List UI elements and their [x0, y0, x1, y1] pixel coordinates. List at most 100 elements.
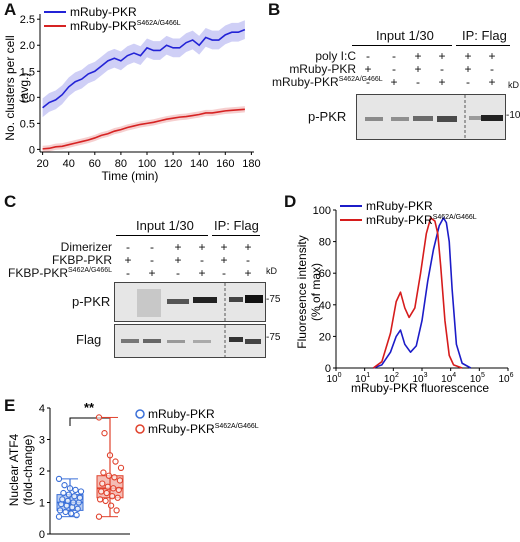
panel-e-point-0-21	[55, 475, 63, 483]
panel-e-point-0-1	[73, 511, 80, 519]
panel-b-blot-label: p-PKR	[308, 109, 347, 124]
panel-b-header-input: Input 1/30	[376, 28, 434, 43]
panel-e-point-1-19	[106, 452, 114, 459]
panel-e-ylabel-unit: (fold-change)	[21, 435, 35, 506]
panel-c-mark-2-3: +	[198, 266, 206, 280]
panel-a-xtick-label-1: 40	[63, 158, 75, 170]
panel-b-input-line	[352, 45, 452, 46]
panel-e-point-0-5	[74, 505, 81, 512]
panel-a-xtick-label-6: 140	[190, 158, 208, 170]
panel-e-point-1-15	[105, 472, 113, 479]
panel-e-point-1-0	[95, 513, 103, 520]
panel-e-point-1-4	[96, 496, 104, 503]
panel-c-mark-2-2: -	[176, 266, 180, 280]
panel-c-mark-0-0: -	[126, 240, 130, 254]
panel-c-kd-label: kD	[266, 266, 277, 276]
panel-e-point-1-18	[112, 458, 119, 465]
panel-e-point-1-21	[95, 414, 103, 421]
panel-e-point-1-1	[113, 507, 120, 514]
panel-c-header-input: Input 1/30	[136, 218, 194, 233]
panel-c-marker-75-bottom: -75	[266, 332, 281, 343]
panel-b-mark-1-4: +	[464, 62, 472, 76]
panel-c-mark-1-5: -	[246, 253, 250, 267]
panel-b-mark-2-3: +	[438, 75, 446, 89]
panel-e-legend-label-0: mRuby-PKR	[148, 407, 215, 421]
panel-a-band-1	[42, 106, 245, 152]
panel-a-legend-label-0: mRuby-PKR	[70, 5, 137, 19]
panel-e-ytick-label-2: 2	[39, 466, 45, 478]
panel-e-point-0-15	[65, 491, 73, 498]
panel-d-ytick-label-4: 80	[319, 237, 331, 249]
panel-e-point-0-3	[62, 508, 69, 516]
panel-e-ylabel: Nuclear ATF4	[7, 433, 21, 506]
panel-letter-e: E	[4, 396, 16, 415]
panel-e-legend-label-1: mRuby-PKRS462A/G466L	[148, 422, 259, 436]
panel-a-ytick-label-2: 1.0	[20, 92, 35, 104]
panel-c-ip-line	[212, 235, 260, 236]
panel-e-legend-swatch-1	[135, 424, 145, 434]
panel-c-blot1-label: p-PKR	[72, 294, 111, 309]
panel-b-mark-0-5: +	[488, 49, 496, 63]
panel-letter-d: D	[284, 192, 297, 211]
panel-c-row-label-0: Dimerizer	[60, 240, 112, 254]
panel-e-point-1-5	[114, 494, 121, 501]
panel-e-point-0-12	[59, 496, 66, 503]
panel-b-mark-2-4: -	[466, 75, 470, 89]
panel-b-mark-1-5: -	[490, 62, 494, 76]
panel-d-legend-label-1: mRuby-PKRS462A/G466L	[366, 213, 477, 227]
panel-e-ytick-label-4: 4	[39, 403, 45, 415]
panel-e-point-0-16	[60, 489, 67, 497]
panel-c-mark-1-2: +	[174, 253, 182, 267]
panel-d-chart: Fluoresence intensity (% of max) mRuby-P…	[295, 199, 514, 395]
panel-b-mark-1-3: -	[440, 62, 444, 76]
panel-a-ylabel-unit: (avg.)	[17, 73, 31, 104]
panel-e-point-0-18	[72, 486, 79, 494]
panel-e-ytick-label-0: 0	[39, 529, 45, 541]
panel-a-xtick-label-4: 100	[138, 158, 156, 170]
panel-b-ip-line	[456, 45, 510, 46]
panel-a-xtick-label-3: 80	[115, 158, 127, 170]
panel-c-marker-75-top: -75	[266, 294, 281, 305]
panel-letter-b: B	[268, 0, 281, 19]
panel-a-xtick-label-8: 180	[242, 158, 260, 170]
panel-e-point-0-14	[71, 493, 78, 500]
panel-d-ytick-label-5: 100	[313, 205, 331, 217]
panel-a-ytick-label-5: 2.5	[20, 14, 35, 26]
panel-b-mark-1-0: +	[364, 62, 372, 76]
panel-letter-a: A	[4, 0, 17, 19]
panel-b-mark-0-2: +	[414, 49, 422, 63]
panel-b-mark-0-0: -	[366, 49, 370, 63]
panel-e-point-1-13	[116, 477, 124, 484]
panel-letter-c: C	[4, 192, 17, 211]
panel-e-significance: **	[84, 400, 95, 415]
panel-b-mark-2-0: -	[366, 75, 370, 89]
panel-e-point-1-14	[111, 474, 118, 481]
panel-e-chart: Nuclear ATF4 (fold-change) ** 0 1 2 3 4 mRub…	[7, 400, 259, 541]
panel-c-input-line	[116, 235, 208, 236]
panel-b-mark-2-2: -	[416, 75, 420, 89]
panel-c: Input 1/30 IP: Flag Dimerizer - - + + + + FKBP-…	[0, 200, 280, 396]
panel-e-point-1-2	[107, 502, 115, 509]
panel-e-point-1-10	[110, 485, 117, 492]
panel-e-point-0-11	[64, 497, 71, 505]
panel-d-line-1	[372, 217, 463, 369]
panel-e-point-0-2	[67, 510, 75, 517]
panel-b-mark-0-3: +	[438, 49, 446, 63]
panel-b-row-label-0: poly I:C	[315, 49, 356, 63]
panel-b-mark-1-1: -	[392, 62, 396, 76]
panel-c-mark-0-2: +	[174, 240, 182, 254]
panel-b-header-ip: IP: Flag	[462, 28, 507, 43]
panel-e-point-1-16	[100, 469, 107, 476]
panel-c-mark-2-1: +	[148, 266, 156, 280]
panel-e-point-0-19	[66, 485, 74, 492]
panel-d-ytick-label-0: 0	[325, 363, 331, 375]
panel-b-row-label-2: mRuby-PKRS462A/G466L	[272, 75, 383, 89]
panel-c-mark-1-0: +	[124, 253, 132, 267]
panel-e-point-0-4	[56, 507, 64, 514]
panel-e-point-0-13	[76, 494, 84, 501]
panel-c-row-label-1: FKBP-PKR	[51, 253, 112, 267]
panel-a-band-0	[42, 20, 245, 118]
panel-b-mark-0-4: +	[464, 49, 472, 63]
panel-d-ylabel-unit: (% of max)	[309, 263, 323, 321]
panel-c-mark-0-3: +	[198, 240, 206, 254]
